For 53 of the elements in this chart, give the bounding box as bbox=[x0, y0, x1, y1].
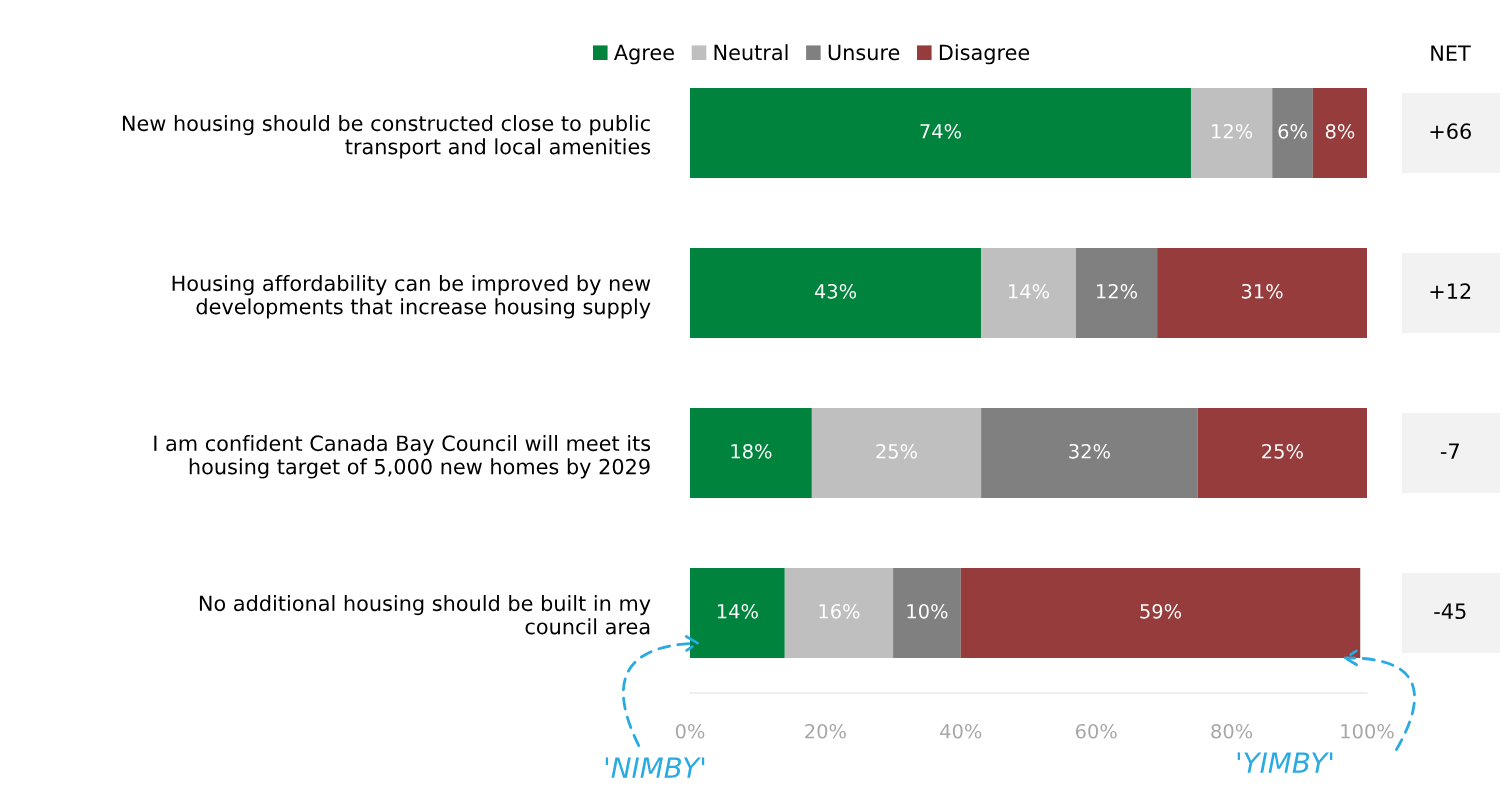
text: 43% bbox=[814, 283, 857, 299]
text: 25% bbox=[876, 443, 918, 459]
x-tick-label: 60% bbox=[1075, 723, 1117, 739]
bar bbox=[1312, 88, 1367, 178]
bar bbox=[690, 408, 812, 498]
text: 32% bbox=[1069, 443, 1110, 459]
bar bbox=[1197, 408, 1367, 498]
bar bbox=[1075, 248, 1158, 338]
text: 8% bbox=[1325, 123, 1355, 139]
x-tick-label: 80% bbox=[1211, 723, 1253, 739]
y-tick-label: No additional housing should be built in my council area bbox=[199, 595, 651, 635]
x-tick-label: 40% bbox=[940, 723, 982, 739]
bar bbox=[1157, 248, 1367, 338]
text: -7 bbox=[1440, 443, 1459, 459]
text: 16% bbox=[819, 603, 860, 619]
legend-label: Unsure bbox=[828, 44, 900, 61]
bar bbox=[981, 248, 1076, 338]
text: 12% bbox=[1212, 123, 1253, 139]
bar bbox=[1272, 88, 1313, 178]
x-tick-label: 0% bbox=[675, 723, 705, 739]
text: 14% bbox=[717, 603, 758, 619]
bar bbox=[1190, 88, 1273, 178]
text: 10% bbox=[907, 603, 948, 619]
text: 31% bbox=[1241, 283, 1283, 299]
text: 18% bbox=[731, 443, 772, 459]
x-tick-label: 100% bbox=[1341, 723, 1394, 739]
legend-label: Neutral bbox=[714, 44, 788, 61]
bar bbox=[784, 568, 894, 658]
text: 59% bbox=[1140, 603, 1182, 619]
bar bbox=[690, 248, 982, 338]
y-tick-label: Housing affordability can be improved by new developments that increase housing supply bbox=[172, 275, 651, 319]
x-tick-label: 20% bbox=[805, 723, 846, 739]
text: NET bbox=[1431, 45, 1471, 61]
text: 6% bbox=[1278, 123, 1307, 139]
bar bbox=[893, 568, 961, 658]
text: 14% bbox=[1009, 283, 1050, 299]
bar bbox=[690, 568, 785, 658]
bar bbox=[960, 568, 1361, 658]
text: 25% bbox=[1262, 443, 1303, 459]
text: +12 bbox=[1430, 283, 1471, 299]
text: 'YIMBY' bbox=[1237, 752, 1333, 773]
legend-label: Disagree bbox=[939, 44, 1030, 65]
bar bbox=[811, 408, 982, 498]
text: 12% bbox=[1097, 283, 1138, 299]
y-tick-label: New housing should be constructed close to public transport and local amenities bbox=[122, 115, 651, 159]
bar bbox=[690, 88, 1191, 178]
text: -45 bbox=[1434, 603, 1466, 620]
y-tick-label: I am confident Canada Bay Council will meet its housing target of 5,000 new homes by 2029 bbox=[154, 435, 651, 479]
text: 'NIMBY' bbox=[605, 757, 705, 778]
text: 74% bbox=[920, 123, 962, 139]
text: +66 bbox=[1430, 123, 1471, 140]
legend-label: Agree bbox=[613, 44, 674, 65]
bar bbox=[981, 408, 1198, 498]
